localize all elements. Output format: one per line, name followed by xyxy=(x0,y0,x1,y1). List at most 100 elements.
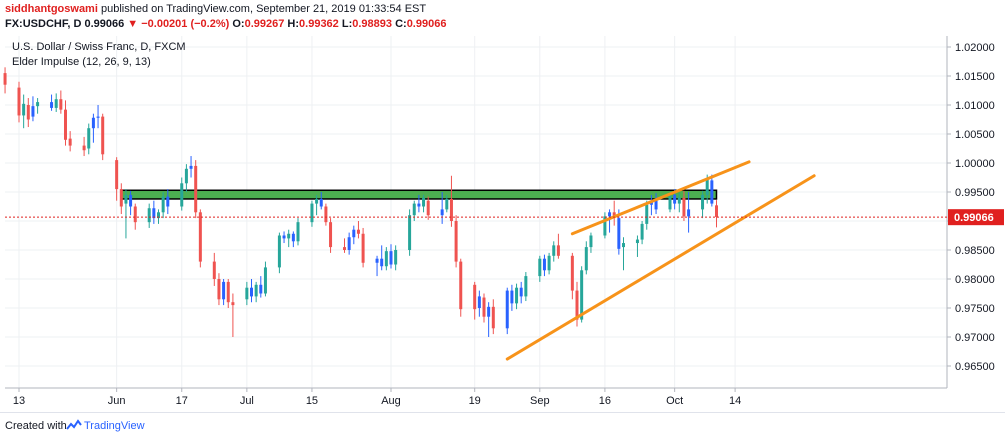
candle-body xyxy=(654,200,658,210)
open-value: 0.99267 xyxy=(244,18,285,30)
candle-body xyxy=(157,212,160,219)
candle-body xyxy=(449,198,453,221)
candle xyxy=(31,96,35,122)
candle xyxy=(133,203,137,230)
candle xyxy=(454,215,458,268)
time-tick-label: 15 xyxy=(306,395,318,407)
created-with-label: Created with xyxy=(5,420,67,432)
candle xyxy=(417,194,421,213)
candle xyxy=(459,258,463,317)
candle xyxy=(449,175,453,227)
candle-body xyxy=(329,222,333,248)
candle-body xyxy=(36,102,40,107)
price-tick-label: 1.00000 xyxy=(955,158,995,170)
candle xyxy=(426,196,430,220)
candle-body xyxy=(440,209,444,216)
candle-body xyxy=(589,235,593,248)
candle xyxy=(3,67,7,94)
candle-body xyxy=(482,297,486,317)
candle-body xyxy=(687,209,691,217)
candle-body xyxy=(389,251,393,265)
candle xyxy=(715,200,718,228)
candle-body xyxy=(26,105,30,120)
candle xyxy=(147,203,151,228)
price-axis[interactable]: 1.02000 1.01500 1.01000 1.00500 1.00000 0.995… xyxy=(947,42,1004,373)
candle xyxy=(263,261,267,297)
candle xyxy=(222,279,226,306)
candle-body xyxy=(152,208,156,219)
footer: Created with TradingView xyxy=(0,412,1005,440)
time-axis[interactable]: 13 Jun 17 Jul 15 Aug 19 Sep 16 Oct 14 xyxy=(13,388,741,407)
candle-body xyxy=(277,235,281,268)
candle xyxy=(64,100,67,146)
candle xyxy=(231,293,235,337)
candle-body xyxy=(575,290,579,320)
candle xyxy=(91,113,95,143)
chart-header: siddhantgoswami published on TradingView… xyxy=(0,0,1005,36)
candle-body xyxy=(426,200,430,216)
candle-body xyxy=(222,281,226,300)
trendlines[interactable] xyxy=(505,160,816,361)
candle xyxy=(277,232,281,274)
price-tick-label: 0.98500 xyxy=(955,245,995,257)
candle xyxy=(519,281,523,304)
candle xyxy=(677,193,681,213)
candle-body xyxy=(547,255,551,271)
candle-body xyxy=(194,165,198,213)
candle xyxy=(36,98,40,114)
time-tick-label: 17 xyxy=(176,395,188,407)
candle-body xyxy=(473,284,477,310)
candle-body xyxy=(715,205,718,217)
candle-body xyxy=(296,222,300,242)
candle-body xyxy=(161,196,165,213)
indicator-label: Elder Impulse (12, 26, 9, 13) xyxy=(12,56,151,68)
tradingview-link[interactable]: TradingView xyxy=(84,420,145,432)
candle-body xyxy=(570,255,574,291)
candle-body xyxy=(254,284,258,297)
candle-body xyxy=(324,206,328,223)
candle xyxy=(394,245,398,271)
candle-body xyxy=(375,258,379,263)
candle xyxy=(682,190,686,221)
candle xyxy=(589,232,593,253)
candle xyxy=(129,190,133,216)
candle-body xyxy=(412,203,416,216)
candle xyxy=(687,192,691,233)
candle xyxy=(635,235,639,257)
candle xyxy=(445,194,449,213)
candle-body xyxy=(356,229,360,234)
candle-body xyxy=(282,235,286,239)
candle-body xyxy=(682,197,686,217)
candle-body xyxy=(291,233,295,242)
low-label: L: xyxy=(341,18,353,30)
candle xyxy=(189,156,193,178)
author-name[interactable]: siddhantgoswami xyxy=(5,3,98,15)
candle xyxy=(180,177,184,211)
candle xyxy=(473,281,477,320)
candle-body xyxy=(96,116,100,118)
candle xyxy=(315,194,319,216)
candle-body xyxy=(445,198,449,210)
candle xyxy=(542,254,546,277)
tradingview-logo-icon[interactable] xyxy=(66,418,82,432)
candle xyxy=(59,90,63,114)
candle xyxy=(287,229,291,248)
candle-body xyxy=(352,229,356,238)
candle-body xyxy=(3,73,7,85)
trendline xyxy=(505,174,816,361)
candle xyxy=(82,136,86,157)
chart-frame xyxy=(5,36,948,389)
candle xyxy=(552,241,556,262)
last-price-tag-label: 0.99066 xyxy=(954,212,994,224)
candle-body xyxy=(22,103,26,116)
candle xyxy=(570,252,574,300)
candle xyxy=(380,245,384,271)
candle-body xyxy=(645,204,649,224)
candle-body xyxy=(705,179,709,195)
last-price: 0.99066 xyxy=(84,18,125,30)
price-chart[interactable]: 1.02000 1.01500 1.01000 1.00500 1.00000 0.995… xyxy=(0,0,1005,412)
time-tick-label: 19 xyxy=(469,395,481,407)
candle-body xyxy=(17,87,21,116)
candle xyxy=(440,192,444,224)
candle xyxy=(515,283,519,310)
